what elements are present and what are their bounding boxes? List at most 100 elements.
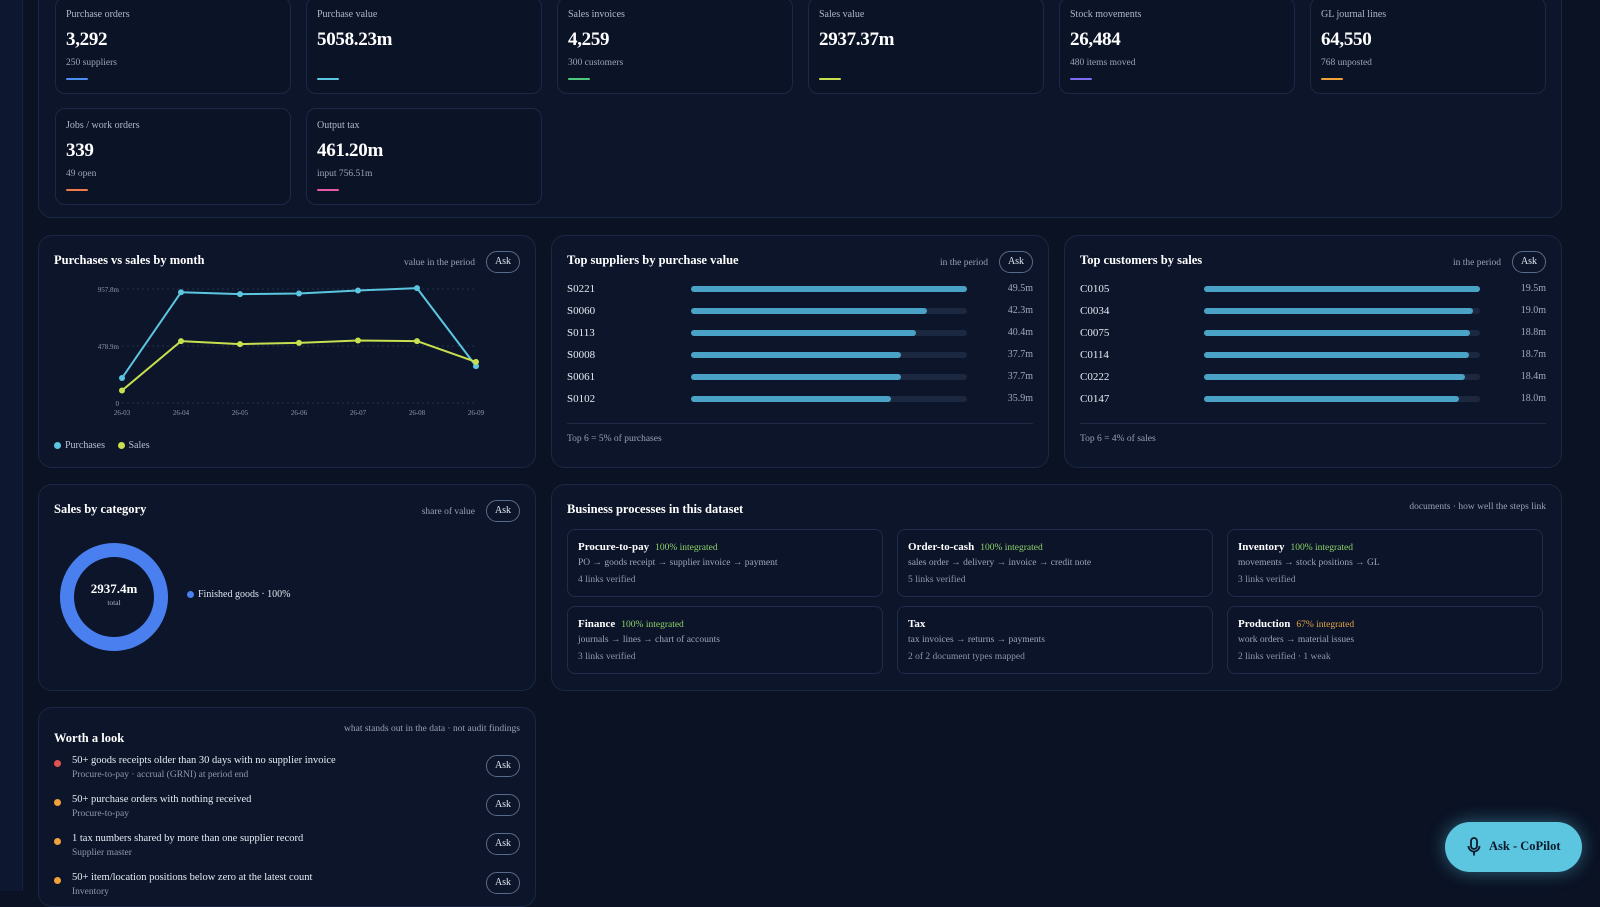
series-line-sales — [121, 339, 477, 392]
customer-row[interactable]: C0075 18.8m — [1080, 327, 1546, 339]
kpi-card-gl-journal-lines[interactable]: GL journal lines 64,550 768 unposted — [1310, 0, 1546, 94]
customer-row[interactable]: C0105 19.5m — [1080, 283, 1546, 295]
kpi-card-sales-value[interactable]: Sales value 2937.37m — [808, 0, 1044, 94]
bar-track — [1204, 286, 1480, 292]
chart-legend: Purchases Sales — [54, 440, 150, 451]
process-title: Finance 100% integrated — [578, 618, 684, 630]
process-badge: 67% integrated — [1296, 620, 1355, 630]
supplier-row[interactable]: S0060 42.3m — [567, 305, 1033, 317]
kpi-sub: 300 customers — [568, 58, 624, 68]
bar-track — [1204, 308, 1480, 314]
ask-button[interactable]: Ask — [486, 500, 520, 522]
process-card-production[interactable]: Production 67% integrated work orders → m… — [1227, 606, 1543, 674]
kpi-card-purchase-value[interactable]: Purchase value 5058.23m — [306, 0, 542, 94]
supplier-row[interactable]: S0113 40.4m — [567, 327, 1033, 339]
legend-item-sales: Sales — [117, 440, 150, 451]
customer-row[interactable]: C0222 18.4m — [1080, 371, 1546, 383]
bar-fill — [691, 396, 892, 402]
process-name: Order-to-cash — [908, 541, 975, 553]
customer-row[interactable]: C0034 19.0m — [1080, 305, 1546, 317]
kpi-card-sales-invoices[interactable]: Sales invoices 4,259 300 customers — [557, 0, 793, 94]
panel-title: Top customers by sales — [1080, 253, 1203, 267]
data-point-purchases — [473, 363, 479, 370]
kpi-value: 339 — [66, 140, 94, 161]
divider — [567, 423, 1033, 424]
microphone-icon — [1467, 837, 1481, 856]
legend-item-purchases: Purchases — [54, 440, 105, 451]
kpi-card-stock-movements[interactable]: Stock movements 26,484 480 items moved — [1059, 0, 1295, 94]
supplier-row[interactable]: S0221 49.5m — [567, 283, 1033, 295]
kpi-accent — [819, 78, 841, 80]
x-tick-label: 26-08 — [409, 409, 426, 417]
process-flow: tax invoices → returns → payments — [908, 635, 1045, 645]
process-name: Production — [1238, 618, 1291, 630]
insight-row[interactable]: 50+ goods receipts older than 30 days wi… — [54, 755, 520, 789]
ask-button[interactable]: Ask — [486, 833, 520, 855]
donut-total-label: total — [107, 598, 121, 607]
process-card-order-to-cash[interactable]: Order-to-cash 100% integrated sales order… — [897, 529, 1213, 597]
bar-fill — [1204, 308, 1473, 314]
process-name: Finance — [578, 618, 616, 630]
supplier-value: 37.7m — [1007, 371, 1033, 382]
panel-note: in the period — [1452, 258, 1501, 268]
ask-button[interactable]: Ask — [486, 755, 520, 777]
process-title: Tax — [908, 618, 925, 630]
insight-row[interactable]: 50+ item/location positions below zero a… — [54, 872, 520, 906]
kpi-card-output-tax[interactable]: Output tax 461.20m input 756.51m — [306, 108, 542, 205]
kpi-label: Purchase orders — [66, 9, 130, 20]
panel-title: Sales by category — [54, 502, 147, 516]
data-point-sales — [237, 341, 243, 348]
kpi-accent — [1321, 78, 1343, 80]
top-customers-panel: Top customers by sales in the period Ask… — [1064, 235, 1562, 468]
bar-fill — [1204, 352, 1469, 358]
process-card-inventory[interactable]: Inventory 100% integrated movements → sto… — [1227, 529, 1543, 597]
panel-footer: Top 6 = 4% of sales — [1080, 434, 1156, 444]
data-point-sales — [296, 339, 302, 346]
supplier-label: S0221 — [567, 283, 596, 295]
ask-button[interactable]: Ask — [999, 251, 1033, 273]
ask-button[interactable]: Ask — [1512, 251, 1546, 273]
bar-track — [1204, 330, 1480, 336]
kpi-value: 461.20m — [317, 140, 383, 161]
insight-row[interactable]: 1 tax numbers shared by more than one su… — [54, 833, 520, 867]
divider — [1080, 423, 1546, 424]
process-title: Procure-to-pay 100% integrated — [578, 541, 718, 553]
insight-sub: Supplier master — [72, 848, 132, 858]
supplier-value: 42.3m — [1007, 305, 1033, 316]
insight-title: 50+ purchase orders with nothing receive… — [72, 794, 252, 805]
panel-title: Top suppliers by purchase value — [567, 253, 739, 267]
ask-button[interactable]: Ask — [486, 794, 520, 816]
kpi-sub: 480 items moved — [1070, 58, 1136, 68]
customer-value: 18.4m — [1520, 371, 1546, 382]
insight-sub: Inventory — [72, 887, 109, 897]
process-card-procure-to-pay[interactable]: Procure-to-pay 100% integrated PO → goods… — [567, 529, 883, 597]
insight-row[interactable]: 50+ purchase orders with nothing receive… — [54, 794, 520, 828]
customer-value: 19.0m — [1520, 305, 1546, 316]
supplier-row[interactable]: S0061 37.7m — [567, 371, 1033, 383]
process-card-finance[interactable]: Finance 100% integrated journals → lines … — [567, 606, 883, 674]
supplier-value: 37.7m — [1007, 349, 1033, 360]
severity-dot — [54, 877, 61, 884]
kpi-card-purchase-orders[interactable]: Purchase orders 3,292 250 suppliers — [55, 0, 291, 94]
kpi-card-jobs[interactable]: Jobs / work orders 339 49 open — [55, 108, 291, 205]
supplier-row[interactable]: S0102 35.9m — [567, 393, 1033, 405]
sales-by-category-panel: Sales by category share of value Ask 293… — [38, 484, 536, 691]
kpi-value: 5058.23m — [317, 29, 393, 50]
kpi-value: 2937.37m — [819, 29, 895, 50]
process-card-tax[interactable]: Tax tax invoices → returns → payments 2 … — [897, 606, 1213, 674]
ask-copilot-button[interactable]: Ask - CoPilot — [1445, 822, 1582, 872]
supplier-row[interactable]: S0008 37.7m — [567, 349, 1033, 361]
y-tick-label: 957.8m — [98, 286, 120, 294]
process-badge: 100% integrated — [1290, 543, 1353, 553]
kpi-sub: 49 open — [66, 169, 97, 179]
customer-row[interactable]: C0147 18.0m — [1080, 393, 1546, 405]
x-tick-label: 26-06 — [291, 409, 308, 417]
kpi-label: Sales invoices — [568, 9, 625, 20]
process-badge: 100% integrated — [655, 543, 718, 553]
ask-button[interactable]: Ask — [486, 251, 520, 273]
bar-fill — [691, 308, 927, 314]
bar-track — [1204, 396, 1480, 402]
category-legend: Finished goods · 100% — [187, 589, 291, 600]
customer-row[interactable]: C0114 18.7m — [1080, 349, 1546, 361]
panel-note: in the period — [939, 258, 988, 268]
